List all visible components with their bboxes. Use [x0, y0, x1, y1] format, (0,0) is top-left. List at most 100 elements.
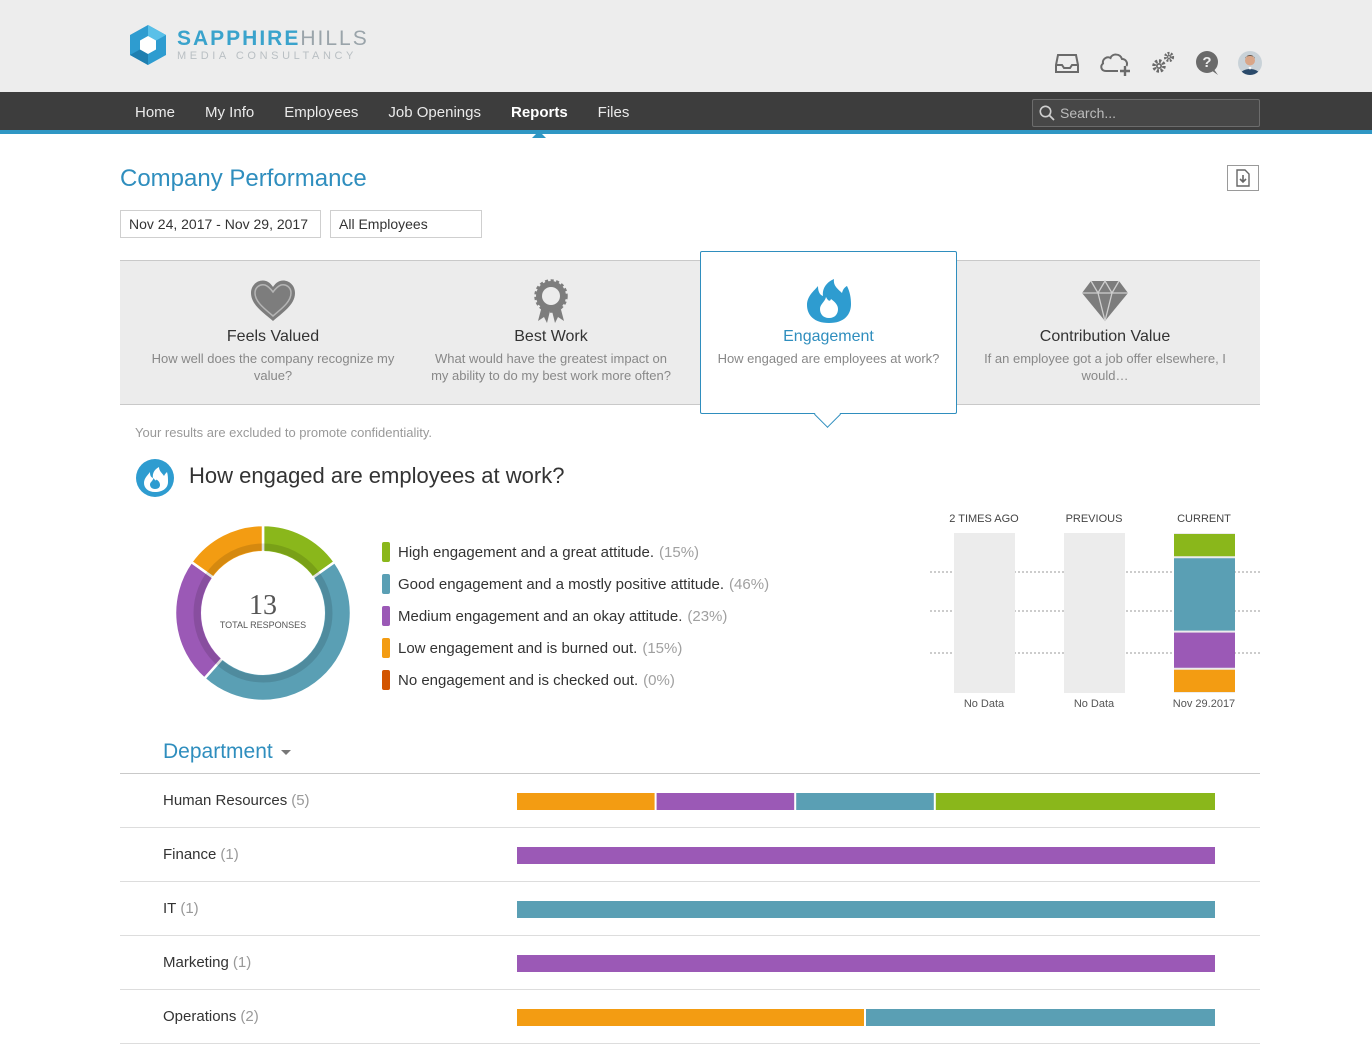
- header-actions: ?: [1054, 50, 1262, 76]
- history-bars: [930, 533, 1260, 693]
- department-bar: [517, 793, 1215, 810]
- department-row: Operations (2): [120, 990, 1260, 1044]
- heart-icon: [251, 280, 295, 321]
- legend-item-medium: Medium engagement and an okay attitude. …: [382, 600, 769, 632]
- brand-tagline: MEDIA CONSULTANCY: [177, 50, 357, 62]
- flame-icon: [806, 279, 851, 323]
- department-dropdown[interactable]: Department: [163, 740, 291, 764]
- donut-inner-ring: [193, 543, 333, 683]
- search-icon: [1039, 105, 1055, 121]
- legend-swatch: [382, 606, 390, 626]
- nav-item-employees[interactable]: Employees: [284, 104, 359, 121]
- award-ribbon-icon: [534, 279, 568, 323]
- history-footer: Nov 29.2017: [1172, 698, 1236, 710]
- department-row: Human Resources (5): [120, 774, 1260, 828]
- department-segment-low: [517, 1009, 864, 1026]
- legend-swatch: [382, 542, 390, 562]
- history-col-label: 2 TIMES AGO: [949, 513, 1019, 525]
- department-row: Finance (1): [120, 828, 1260, 882]
- category-title: Contribution Value: [1039, 328, 1171, 345]
- legend-percent: (15%): [659, 543, 700, 561]
- export-button[interactable]: [1227, 165, 1259, 191]
- department-bar: [517, 955, 1215, 972]
- category-description: If an employee got a job offer elsewhere…: [984, 351, 1226, 383]
- history-col-label: CURRENT: [1177, 513, 1231, 525]
- question-title: How engaged are employees at work?: [189, 463, 565, 488]
- category-title: Feels Valued: [226, 328, 320, 345]
- total-responses-count: 13: [249, 590, 277, 621]
- legend-item-none: No engagement and is checked out. (0%): [382, 664, 769, 696]
- department-segment-good: [866, 1009, 1215, 1026]
- history-segment-medium: [1174, 632, 1235, 668]
- category-contribution-value[interactable]: Contribution Value If an employee got a …: [980, 260, 1230, 405]
- search-box: [1032, 99, 1260, 127]
- legend-label: High engagement and a great attitude.: [398, 543, 655, 561]
- history-column-bg: [1064, 533, 1125, 693]
- engagement-donut-chart: 13 TOTAL RESPONSES: [174, 524, 352, 702]
- history-segment-high: [1174, 534, 1235, 557]
- export-file-icon: [1236, 169, 1250, 187]
- category-description: How well does the company recognize my v…: [151, 351, 395, 383]
- legend-label: No engagement and is checked out.: [398, 671, 639, 689]
- svg-text:?: ?: [1202, 54, 1211, 71]
- legend-swatch: [382, 638, 390, 658]
- brand-name: SAPPHIREHILLS: [177, 27, 369, 50]
- department-segment-medium: [517, 847, 1215, 864]
- legend-percent: (23%): [687, 607, 728, 625]
- category-feels-valued[interactable]: Feels Valued How well does the company r…: [150, 260, 396, 405]
- engagement-legend: High engagement and a great attitude. (1…: [382, 536, 769, 696]
- legend-label: Low engagement and is burned out.: [398, 639, 638, 657]
- legend-label: Medium engagement and an okay attitude.: [398, 607, 683, 625]
- category-engagement[interactable]: Engagement How engaged are employees at …: [700, 251, 957, 414]
- employee-filter[interactable]: All Employees: [330, 210, 482, 238]
- category-best-work[interactable]: Best Work What would have the greatest i…: [428, 260, 674, 405]
- department-segment-good: [796, 793, 934, 810]
- search-input[interactable]: [1060, 105, 1250, 121]
- nav-items: Home My Info Employees Job Openings Repo…: [120, 92, 644, 138]
- department-bar: [517, 847, 1215, 864]
- date-range-filter[interactable]: Nov 24, 2017 - Nov 29, 2017: [120, 210, 321, 238]
- legend-item-low: Low engagement and is burned out. (15%): [382, 632, 769, 664]
- category-title: Engagement: [783, 328, 874, 345]
- nav-item-reports[interactable]: Reports: [496, 92, 583, 138]
- user-avatar[interactable]: [1238, 51, 1262, 75]
- department-name: Finance (1): [163, 846, 239, 863]
- nav-item-job-openings[interactable]: Job Openings: [388, 104, 481, 121]
- history-segment-low: [1174, 669, 1235, 692]
- total-responses-label: TOTAL RESPONSES: [220, 620, 306, 630]
- hexagon-logo-icon: [130, 25, 166, 65]
- history-column-bg: [954, 533, 1015, 693]
- nav-item-home[interactable]: Home: [135, 104, 176, 121]
- department-name: Marketing (1): [163, 954, 252, 971]
- category-title: Best Work: [514, 328, 588, 345]
- department-bar: [517, 1009, 1215, 1026]
- flame-icon: [136, 459, 174, 497]
- legend-item-good: Good engagement and a mostly positive at…: [382, 568, 769, 600]
- legend-percent: (46%): [729, 575, 770, 593]
- help-icon[interactable]: ?: [1194, 50, 1220, 76]
- diamond-icon: [1082, 279, 1128, 322]
- department-row: Marketing (1): [120, 936, 1260, 990]
- department-row: IT (1): [120, 882, 1260, 936]
- history-footer: No Data: [1073, 698, 1115, 710]
- cloud-add-icon[interactable]: [1098, 50, 1132, 76]
- department-segment-good: [517, 901, 1215, 918]
- legend-swatch: [382, 670, 390, 690]
- history-footer: No Data: [963, 698, 1005, 710]
- history-col-label: PREVIOUS: [1065, 513, 1123, 525]
- category-description: What would have the greatest impact on m…: [431, 351, 671, 383]
- category-description: How engaged are employees at work?: [717, 351, 940, 366]
- department-name: IT (1): [163, 900, 199, 917]
- gears-icon[interactable]: [1150, 50, 1176, 76]
- legend-label: Good engagement and a mostly positive at…: [398, 575, 725, 593]
- nav-item-my-info[interactable]: My Info: [205, 104, 255, 121]
- page-title: Company Performance: [120, 165, 367, 192]
- history-segment-good: [1174, 558, 1235, 631]
- inbox-icon[interactable]: [1054, 50, 1080, 76]
- company-logo[interactable]: SAPPHIREHILLS MEDIA CONSULTANCY: [128, 24, 369, 66]
- department-segment-medium: [656, 793, 795, 810]
- caret-down-icon: [280, 749, 291, 755]
- confidentiality-note: Your results are excluded to promote con…: [135, 425, 433, 440]
- nav-item-files[interactable]: Files: [597, 104, 630, 121]
- department-bar: [517, 901, 1215, 918]
